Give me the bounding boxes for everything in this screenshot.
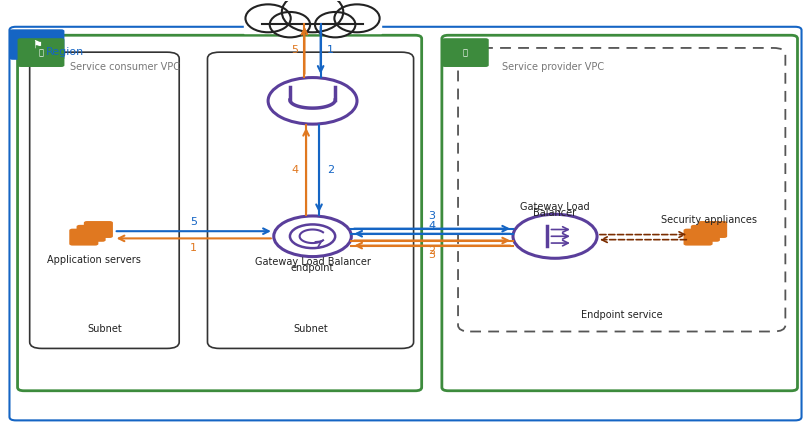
Text: Endpoint service: Endpoint service xyxy=(581,311,663,320)
Text: Gateway Load: Gateway Load xyxy=(520,202,590,213)
Text: Security appliances: Security appliances xyxy=(661,215,757,225)
Text: Service provider VPC: Service provider VPC xyxy=(503,62,605,72)
Ellipse shape xyxy=(270,12,310,37)
FancyBboxPatch shape xyxy=(698,221,727,238)
Text: Balancer: Balancer xyxy=(534,208,577,218)
Text: Gateway Load Balancer: Gateway Load Balancer xyxy=(255,257,371,267)
Text: 2: 2 xyxy=(428,246,436,256)
Text: 5: 5 xyxy=(291,45,298,55)
Circle shape xyxy=(268,78,357,124)
FancyBboxPatch shape xyxy=(76,225,105,242)
Text: 2: 2 xyxy=(327,165,334,175)
Text: 4: 4 xyxy=(291,165,298,175)
Ellipse shape xyxy=(334,4,380,32)
Text: 1: 1 xyxy=(327,45,334,55)
Text: Subnet: Subnet xyxy=(87,324,122,334)
Text: endpoint: endpoint xyxy=(291,263,334,273)
Text: Application servers: Application servers xyxy=(47,255,141,265)
Ellipse shape xyxy=(315,12,355,37)
Text: Region: Region xyxy=(46,47,84,57)
FancyBboxPatch shape xyxy=(10,29,64,60)
Text: 3: 3 xyxy=(429,250,436,260)
Text: ⚑: ⚑ xyxy=(32,40,42,49)
Text: 4: 4 xyxy=(428,221,436,231)
FancyBboxPatch shape xyxy=(442,38,489,67)
FancyBboxPatch shape xyxy=(18,38,64,67)
FancyBboxPatch shape xyxy=(684,229,713,245)
Text: 3: 3 xyxy=(429,211,436,221)
FancyBboxPatch shape xyxy=(84,221,113,238)
Text: 🔒: 🔒 xyxy=(463,48,468,57)
FancyBboxPatch shape xyxy=(69,229,98,245)
Text: 🔒: 🔒 xyxy=(38,48,44,57)
Ellipse shape xyxy=(246,4,290,32)
Ellipse shape xyxy=(282,0,343,32)
FancyBboxPatch shape xyxy=(691,225,720,242)
Text: 5: 5 xyxy=(191,217,197,227)
Bar xyxy=(244,16,381,33)
Text: 1: 1 xyxy=(191,243,197,253)
Text: Subnet: Subnet xyxy=(293,324,328,334)
Text: Service consumer VPC: Service consumer VPC xyxy=(70,62,180,72)
Circle shape xyxy=(513,214,597,258)
Circle shape xyxy=(274,216,351,256)
